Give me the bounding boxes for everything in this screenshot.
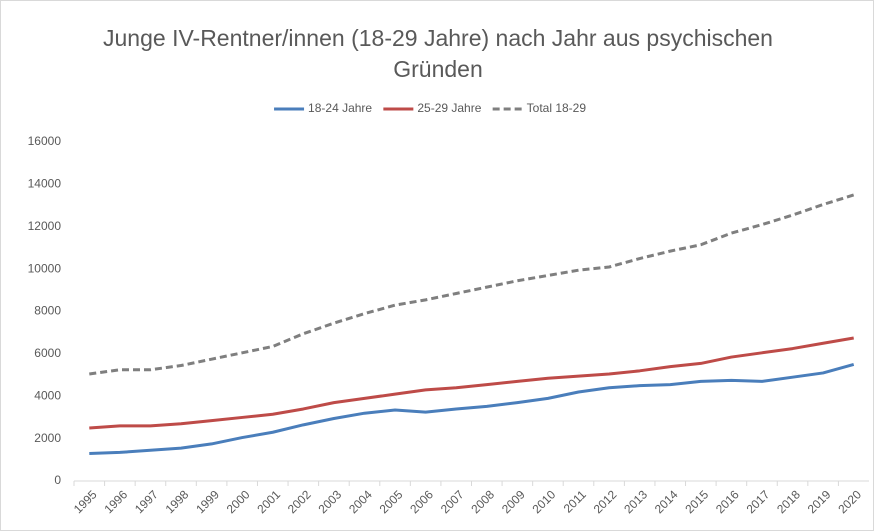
x-tick-label: 2003 <box>315 487 344 516</box>
legend-label: 18-24 Jahre <box>308 101 372 115</box>
y-tick-label: 2000 <box>34 431 61 445</box>
series-line <box>89 336 854 430</box>
x-tick-label: 2015 <box>682 487 711 516</box>
x-tick-label: 1995 <box>71 487 100 516</box>
y-tick-label: 12000 <box>28 219 62 233</box>
y-tick-label: 14000 <box>28 177 62 191</box>
x-tick-label: 2009 <box>499 487 528 516</box>
y-tick-label: 4000 <box>34 388 61 402</box>
y-tick-label: 0 <box>54 473 61 487</box>
x-tick-label: 2011 <box>561 487 589 515</box>
x-tick-label: 2012 <box>591 487 620 516</box>
x-tick-label: 2016 <box>713 487 742 516</box>
x-tick-label: 2004 <box>346 487 375 516</box>
x-tick-label: 2013 <box>621 487 650 516</box>
x-tick-label: 2017 <box>744 487 773 516</box>
x-tick-label: 2001 <box>254 487 283 516</box>
legend-label: Total 18-29 <box>527 101 587 115</box>
x-tick-label: 2006 <box>407 487 436 516</box>
x-tick-label: 2018 <box>774 487 803 516</box>
x-tick-label: 1996 <box>101 487 130 516</box>
x-tick-label: 1997 <box>132 487 161 516</box>
y-tick-label: 16000 <box>28 134 62 148</box>
chart-title: Junge IV-Rentner/innen (18-29 Jahre) nac… <box>103 25 773 82</box>
x-tick-label: 1999 <box>193 487 222 516</box>
x-tick-label: 2000 <box>224 487 253 516</box>
x-tick-label: 2010 <box>530 487 559 516</box>
y-tick-label: 8000 <box>34 304 61 318</box>
x-tick-label: 2008 <box>468 487 497 516</box>
series-line <box>89 193 855 376</box>
y-tick-label: 10000 <box>28 261 62 275</box>
legend-label: 25-29 Jahre <box>417 101 481 115</box>
x-tick-label: 2019 <box>805 487 834 516</box>
x-tick-label: 2020 <box>835 487 864 516</box>
x-tick-label: 2014 <box>652 487 681 516</box>
x-tick-label: 2002 <box>285 487 314 516</box>
x-tick-label: 2005 <box>377 487 406 516</box>
y-tick-label: 6000 <box>34 346 61 360</box>
series-line <box>89 363 855 455</box>
x-tick-label: 1998 <box>163 487 192 516</box>
x-tick-label: 2007 <box>438 487 467 516</box>
